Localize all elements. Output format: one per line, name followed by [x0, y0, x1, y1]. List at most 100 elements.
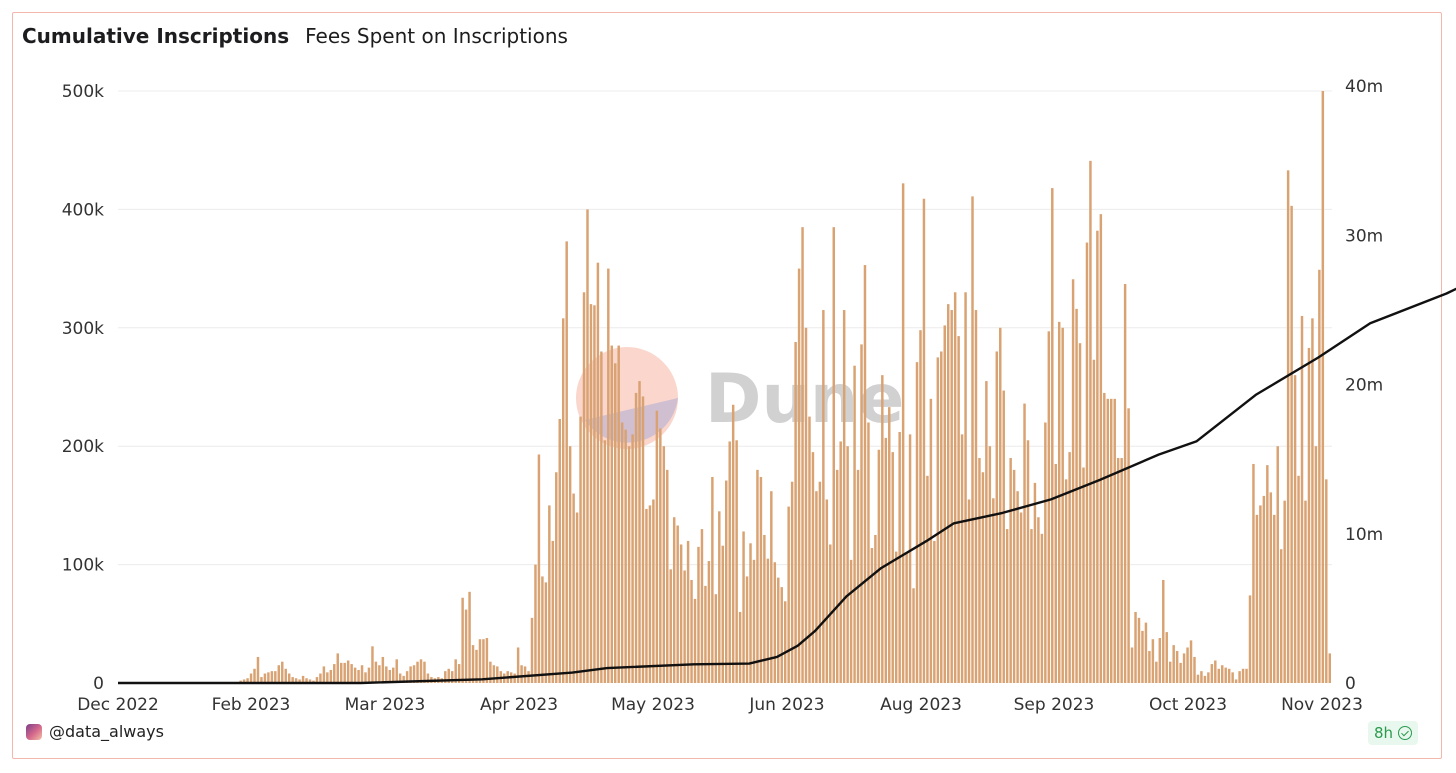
bar: [416, 661, 419, 683]
bar: [960, 434, 964, 683]
bar: [756, 469, 759, 683]
bar: [357, 669, 360, 683]
bar: [1092, 359, 1096, 683]
bar: [1033, 482, 1037, 683]
bar: [659, 428, 662, 683]
bar: [339, 662, 343, 683]
bar: [242, 679, 246, 683]
bar: [666, 469, 669, 683]
bar: [1207, 672, 1210, 683]
bar: [822, 310, 825, 683]
tab-cumulative-inscriptions[interactable]: Cumulative Inscriptions: [22, 24, 290, 48]
bar: [940, 351, 943, 683]
bar: [534, 564, 537, 683]
author-credit[interactable]: @data_always: [26, 722, 164, 741]
bar: [1130, 647, 1134, 683]
bar: [1085, 242, 1089, 684]
bar: [402, 675, 405, 683]
bar: [607, 268, 610, 683]
bar: [277, 665, 281, 683]
y-right-tick-label: 30m: [1345, 226, 1383, 246]
bar: [1221, 665, 1224, 683]
bar: [256, 656, 260, 683]
bar: [794, 342, 797, 683]
bar: [867, 422, 870, 683]
freshness-badge[interactable]: 8h: [1368, 721, 1419, 745]
bar: [374, 661, 378, 683]
y-left-tick-label: 300k: [62, 319, 104, 339]
bar: [1151, 639, 1155, 683]
bar: [957, 336, 960, 683]
bar: [523, 666, 527, 683]
bar: [1224, 667, 1227, 683]
bar: [294, 678, 298, 683]
bar: [1262, 495, 1266, 683]
bar: [360, 665, 364, 683]
bar: [1005, 529, 1009, 683]
bar: [412, 665, 416, 683]
bar: [1182, 653, 1186, 683]
bar: [513, 673, 516, 683]
bar: [1141, 630, 1144, 683]
bar: [1273, 514, 1276, 683]
bar: [555, 472, 558, 683]
tab-fees-spent[interactable]: Fees Spent on Inscriptions: [305, 24, 568, 48]
bar: [1051, 188, 1054, 683]
bar: [489, 661, 492, 683]
bar: [600, 351, 603, 683]
bar: [877, 449, 881, 683]
bar: [853, 365, 856, 683]
bar: [471, 645, 475, 683]
bar: [648, 505, 652, 683]
bar: [329, 669, 333, 683]
bar: [783, 601, 787, 683]
bar: [808, 416, 811, 683]
bar: [579, 416, 582, 683]
bar: [1259, 505, 1262, 683]
bar: [496, 666, 499, 683]
bar: [860, 344, 863, 683]
bar: [1057, 321, 1061, 683]
bar: [287, 673, 291, 683]
bar: [874, 535, 877, 683]
bar: [274, 671, 277, 683]
bar: [450, 671, 454, 683]
x-tick-label: May 2023: [611, 695, 695, 715]
bar: [1168, 661, 1172, 683]
bar: [992, 498, 995, 683]
bar: [565, 241, 568, 683]
bar: [700, 529, 704, 683]
bar: [367, 667, 371, 683]
x-tick-label: Jun 2023: [748, 695, 824, 715]
bar: [742, 531, 745, 683]
bar: [568, 446, 572, 683]
bar: [319, 673, 322, 683]
bar: [1148, 651, 1151, 683]
x-tick-label: Dec 2022: [77, 695, 159, 715]
x-tick-label: Mar 2023: [345, 695, 426, 715]
bar: [267, 672, 270, 683]
bar: [423, 661, 426, 683]
bar: [308, 679, 312, 683]
bar: [1030, 529, 1033, 683]
bar: [1078, 343, 1082, 683]
bar: [818, 481, 822, 683]
y-axis-right: 0 10m 20m 30m 40m: [1345, 77, 1383, 694]
bar: [381, 656, 385, 683]
bar: [249, 673, 253, 683]
bar: [346, 660, 350, 683]
bar: [371, 646, 374, 683]
bar: [1283, 500, 1286, 683]
y-left-tick-label: 400k: [62, 200, 104, 220]
bar: [468, 591, 471, 683]
bar: [1162, 579, 1165, 683]
bar: [558, 418, 561, 683]
bar: [582, 292, 586, 683]
bar: [1103, 392, 1106, 683]
bar: [780, 587, 783, 683]
bar: [1252, 463, 1255, 683]
bar: [825, 499, 829, 683]
bar: [922, 198, 926, 684]
bar: [1071, 279, 1075, 683]
bar: [1269, 492, 1273, 683]
